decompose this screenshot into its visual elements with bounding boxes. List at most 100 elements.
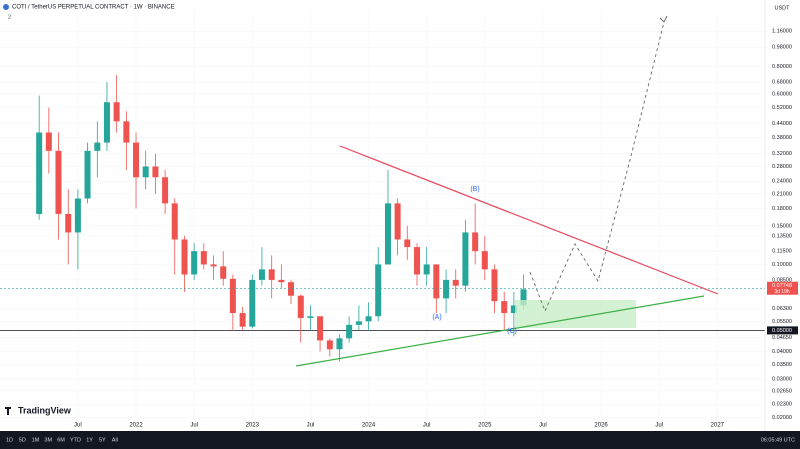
x-tick-label: Jul — [423, 423, 431, 429]
candle-body — [375, 264, 382, 317]
range-button[interactable]: YTD — [70, 437, 81, 443]
brand-logo — [5, 407, 11, 415]
candle-body — [520, 289, 527, 306]
range-button[interactable]: 3M — [44, 437, 52, 443]
candle-body — [501, 301, 508, 314]
candle-body — [423, 264, 430, 275]
y-tick-label: 0.68000 — [772, 80, 792, 86]
range-button[interactable]: 6M — [57, 437, 65, 443]
candle-body — [336, 338, 343, 350]
y-tick-label: 0.21000 — [772, 191, 792, 197]
candle-body — [220, 266, 227, 279]
target-zone — [515, 300, 636, 328]
toolbar — [0, 431, 800, 449]
x-tick-label: 2026 — [594, 423, 608, 429]
range-button[interactable]: 1D — [6, 437, 13, 443]
x-tick-label: 2023 — [246, 423, 260, 429]
candle-body — [133, 142, 140, 178]
clock: 06:05:49 UTC — [761, 437, 795, 443]
y-tick-label: 0.03000 — [772, 376, 792, 382]
projection-arrow — [659, 15, 668, 23]
candle-body — [268, 269, 275, 280]
candle-body — [288, 282, 295, 296]
y-tick-label: 0.11500 — [772, 249, 791, 255]
y-tick-label: 0.03500 — [772, 362, 792, 368]
range-buttons: 1D 5D 1M 3M 6M YTD 1Y 5Y All — [6, 437, 118, 443]
candle-body — [36, 132, 43, 214]
y-tick-label: 0.10000 — [772, 262, 792, 268]
candle-body — [278, 279, 285, 283]
candle-body — [103, 102, 110, 143]
candle-body — [355, 321, 362, 325]
y-tick-label: 0.44000 — [772, 121, 792, 127]
candle-body — [297, 295, 304, 318]
candle-body — [433, 264, 440, 299]
y-tick-label: 0.04650 — [772, 335, 792, 341]
price-tag — [767, 281, 798, 295]
candle-body — [510, 305, 517, 314]
support-line — [295, 295, 705, 367]
candle-body — [152, 166, 159, 178]
candle-body — [191, 251, 198, 275]
candle-body — [94, 142, 101, 151]
candle-body — [74, 198, 81, 233]
candle-body — [414, 247, 421, 275]
y-tick-label: 0.08500 — [772, 277, 792, 283]
y-tick-label: 0.24000 — [772, 179, 792, 185]
x-tick-label: Jul — [307, 423, 315, 429]
range-button[interactable]: All — [112, 437, 118, 443]
y-tick-label: 0.98000 — [772, 45, 792, 51]
y-tick-label: 0.04000 — [772, 349, 792, 355]
level-label: 0.05000 — [772, 328, 792, 334]
range-button[interactable]: 1M — [32, 437, 40, 443]
x-tick-label: 2025 — [478, 423, 492, 429]
x-tick-label: Jul — [190, 423, 198, 429]
symbol-title: COTI / TetherUS PERPETUAL CONTRACT · 1W … — [12, 5, 175, 11]
candle-body — [113, 102, 120, 122]
symbol-icon — [3, 4, 9, 10]
y-tick-label: 0.28000 — [772, 164, 792, 170]
indicator-count[interactable]: 2 — [8, 14, 11, 20]
resistance-line — [339, 145, 719, 295]
candle-body — [384, 203, 391, 265]
y-tick-label: 0.13500 — [772, 233, 792, 239]
current-price-label: 0.07748 — [772, 283, 792, 289]
range-button[interactable]: 5Y — [99, 437, 106, 443]
y-tick-label: 0.15000 — [772, 223, 792, 229]
candle-body — [472, 232, 479, 252]
candle-body — [481, 251, 488, 270]
candle-body — [404, 239, 411, 248]
candle-body — [181, 239, 188, 275]
candle-body — [239, 313, 246, 327]
countdown: 3d 19h — [774, 289, 790, 295]
range-button[interactable]: 5D — [19, 437, 26, 443]
candle-body — [249, 279, 256, 327]
candle-body — [55, 150, 62, 214]
y-tick-label: 0.38000 — [772, 135, 792, 141]
wave-label: (A) — [432, 314, 441, 321]
projection — [529, 21, 665, 313]
y-tick-label: 0.60000 — [772, 91, 792, 97]
layers: 1.16000 0.98000 0.80000 0.68000 0.60000 0.520… — [0, 10, 798, 429]
x-tick-label: Jul — [74, 423, 82, 429]
x-tick-label: 2027 — [711, 423, 725, 429]
range-button[interactable]: 1Y — [86, 437, 93, 443]
wave-label: (B) — [470, 186, 479, 193]
y-tick-label: 1.16000 — [772, 29, 792, 35]
currency[interactable]: USDT — [775, 5, 791, 11]
brand: TradingView — [18, 405, 72, 415]
y-tick-label: 0.52000 — [772, 105, 792, 111]
y-tick-label: 0.02000 — [772, 415, 792, 421]
candle-body — [317, 316, 324, 341]
candle-body — [346, 324, 353, 339]
x-tick-label: 2022 — [129, 423, 143, 429]
candle-body — [326, 340, 333, 350]
y-tick-label: 0.80000 — [772, 64, 792, 70]
candle-body — [491, 269, 498, 302]
candle-body — [171, 203, 178, 240]
wave-label: (C) — [507, 328, 517, 335]
candle-body — [462, 232, 469, 286]
candle-body — [210, 264, 217, 267]
candle-body — [65, 213, 72, 233]
